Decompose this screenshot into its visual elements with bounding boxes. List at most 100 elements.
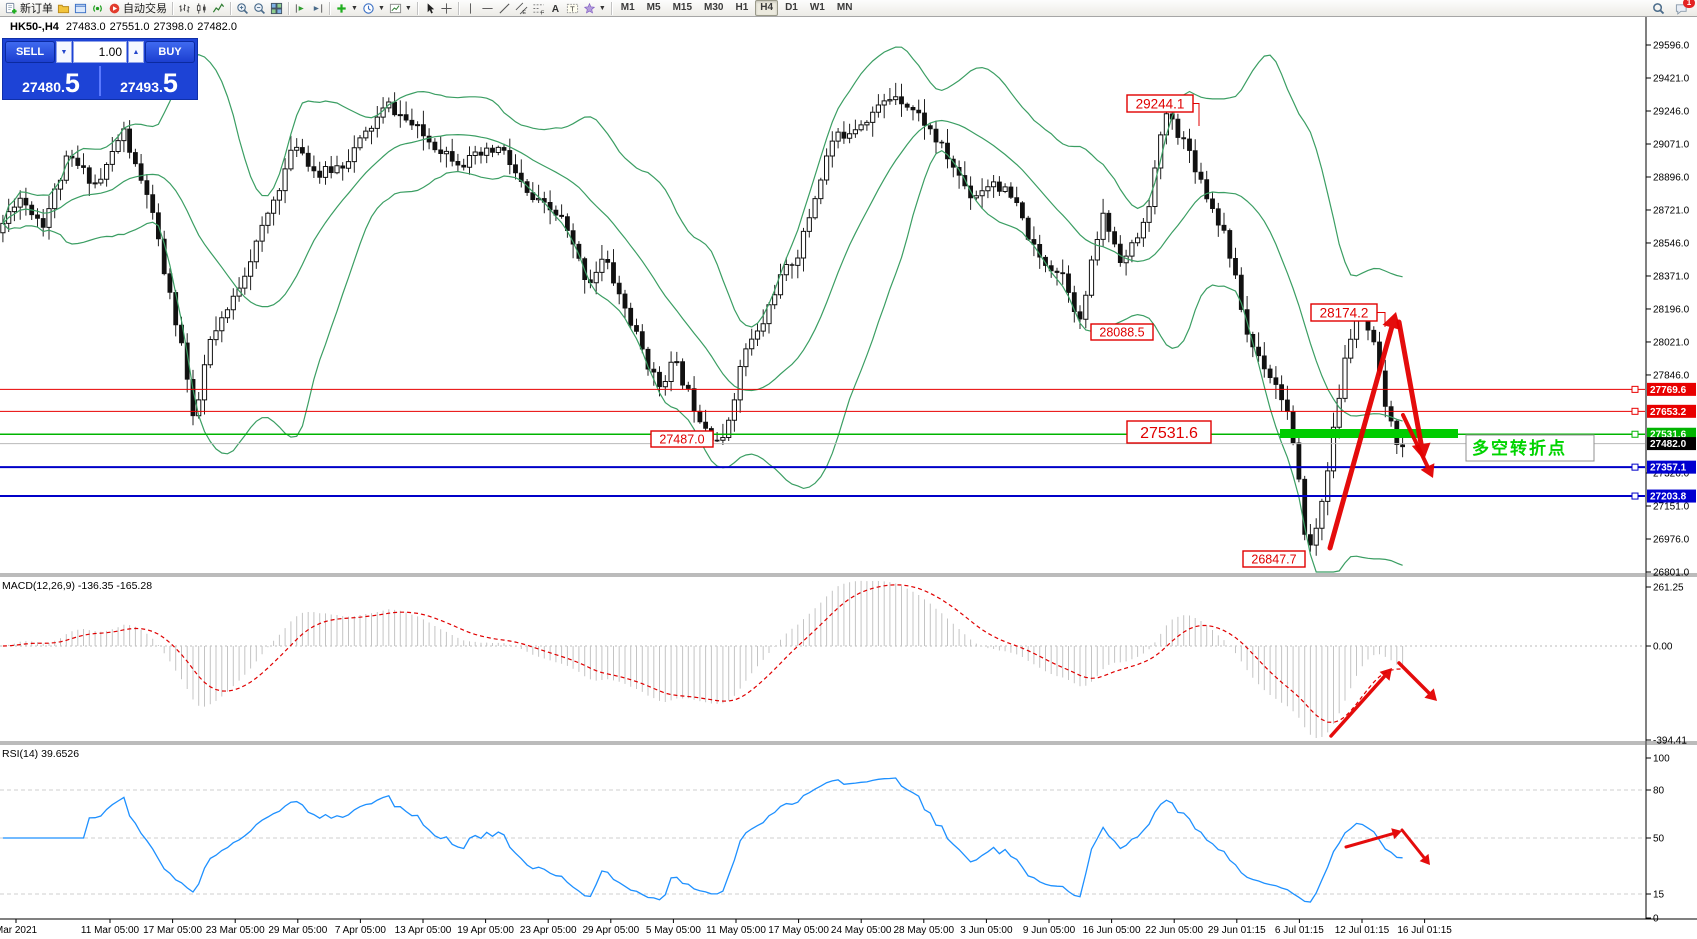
indicators-dropdown-arrow-icon[interactable]: ▼ [351,4,358,12]
zoom-in-icon [237,2,249,14]
timeframe-m1-button[interactable]: M1 [620,2,635,13]
horizontal-line-icon [482,7,493,9]
trend-note-text: 多空转折点 [1472,438,1567,458]
hline-handle[interactable] [1631,385,1639,393]
hline-handle[interactable] [1631,407,1639,415]
toolbar-auto-trading-button[interactable]: 自动交易 [106,1,169,16]
price-tag [1647,437,1696,451]
toolbar-new-order-button[interactable]: 新订单 [3,1,55,16]
annotation-box [1242,550,1306,568]
toolbar-text-button[interactable]: A [547,1,564,16]
toolbar-zoom-in-button[interactable] [234,1,251,16]
trend-arrow[interactable] [1344,828,1402,849]
price-tick-label: 28546.0 [1653,238,1690,249]
timeframe-d1-button[interactable]: D1 [785,2,798,13]
price-tag-label: 27531.6 [1650,430,1687,441]
trend-arrow[interactable] [1400,828,1430,865]
trend-arrow[interactable] [1397,661,1437,701]
fibonacci-icon: F [533,3,545,15]
toolbar-horizontal-line-button[interactable] [479,1,496,16]
hline-handle[interactable] [1631,463,1639,471]
toolbar-bar-chart-button[interactable] [176,1,193,16]
toolbar-zoom-out-button[interactable] [251,1,268,16]
price-tag-label: 27203.8 [1650,492,1687,503]
rsi-tick-label: 0 [1653,914,1659,925]
timeframe-w1-button[interactable]: W1 [809,2,825,13]
sell-button[interactable]: SELL [5,41,55,63]
trend-note[interactable]: 多空转折点 [1465,434,1595,462]
timeframe-h1-button[interactable]: H1 [735,2,749,13]
macd-signal-line [2,584,1403,724]
hline-handle[interactable] [1631,492,1639,500]
time-tick-label: 22 Jun 05:00 [1145,925,1203,936]
toolbar-shapes-button[interactable]: ▼ [581,1,608,16]
toolbar-trend-line-button[interactable] [496,1,513,16]
timeframe-m30-button[interactable]: M30 [704,2,724,13]
toolbar-fibonacci-button[interactable]: F [530,1,547,16]
price-annotation-26847.7[interactable]: 26847.7 [1242,550,1306,568]
time-tick-label: 16 Jul 01:15 [1397,925,1452,936]
time-tick-label: Mar 2021 [0,925,38,936]
price-tick-label: 29071.0 [1653,139,1690,150]
price-tag-label: 27653.2 [1650,407,1687,418]
toolbar-chart-shift-button[interactable] [309,1,326,16]
templates-dropdown-arrow-icon[interactable]: ▼ [404,4,412,12]
price-annotation-28174.2[interactable]: 28174.2 [1310,303,1386,327]
price-annotation-27487.0[interactable]: 27487.0 [650,430,714,448]
hline-handle[interactable] [1631,430,1639,438]
macd-tick-label: 0.00 [1653,642,1673,653]
tile-windows-icon [270,2,283,14]
price-tag [1647,382,1696,396]
support-zone-bar[interactable] [1280,429,1458,438]
toolbar-templates-button[interactable]: ▼ [387,1,414,16]
time-tick-label: 29 Mar 05:00 [268,925,327,936]
trend-arrow[interactable] [1329,668,1392,738]
ask-price: 27493. 5 [120,68,178,98]
chart-profile-icon [57,4,70,13]
toolbar-tile-windows-button[interactable] [268,1,285,16]
toolbar-indicators-button[interactable]: ▼ [333,1,360,16]
timeframe-m15-button[interactable]: M15 [672,2,693,13]
toolbar-periods-button[interactable]: ▼ [360,1,387,16]
annotation-box [650,430,714,448]
toolbar-vertical-line-button[interactable] [462,1,479,16]
timeframe-h4-button[interactable]: H4 [755,0,779,16]
volume-input[interactable] [73,41,127,63]
toolbar-open-window-button[interactable] [72,1,89,16]
rsi-tick-label: 15 [1653,890,1665,901]
toolbar-text-label-button[interactable]: T [564,1,581,16]
toolbar-cursor-button[interactable] [421,1,438,16]
annotation-box [1126,420,1212,444]
templates-icon [389,3,401,13]
toolbar-separator [288,1,289,15]
volume-decrease-button[interactable]: ▼ [56,41,72,63]
toolbar-signal-button[interactable] [89,1,106,16]
search-button[interactable] [1650,1,1667,16]
toolbar-candlestick-chart-button[interactable] [193,1,210,16]
toolbar-equidistant-channel-button[interactable]: E [513,1,530,16]
price-annotation-29244.1[interactable]: 29244.1 [1126,94,1200,126]
toolbar-auto-scroll-button[interactable] [292,1,309,16]
timeframe-mn-button[interactable]: MN [836,2,853,13]
trend-arrow[interactable] [1401,413,1435,478]
toolbar-separator [230,1,231,15]
toolbar-crosshair-button[interactable] [438,1,455,16]
toolbar-chart-profile-button[interactable] [55,1,72,16]
time-tick-label: 11 Mar 05:00 [81,925,140,936]
shapes-dropdown-arrow-icon[interactable]: ▼ [598,4,606,12]
volume-increase-button[interactable]: ▲ [128,41,144,63]
trend-arrow[interactable] [1327,312,1401,551]
buy-button[interactable]: BUY [145,41,195,63]
time-tick-label: 11 May 05:00 [706,925,766,936]
annotation-text: 26847.7 [1251,553,1296,567]
new-order-icon [5,2,17,14]
timeframe-m5-button[interactable]: M5 [646,2,661,13]
notifications-button[interactable]: 1 [1673,0,1695,16]
price-tick-label: 29421.0 [1653,73,1690,84]
price-annotation-27531.6[interactable]: 27531.6 [1126,420,1212,444]
price-annotation-28088.5[interactable]: 28088.5 [1090,323,1154,341]
toolbar-line-chart-button[interactable] [210,1,227,16]
search-icon [1653,2,1665,14]
periods-dropdown-arrow-icon[interactable]: ▼ [377,4,385,12]
price-tick-label: 28721.0 [1653,205,1690,216]
